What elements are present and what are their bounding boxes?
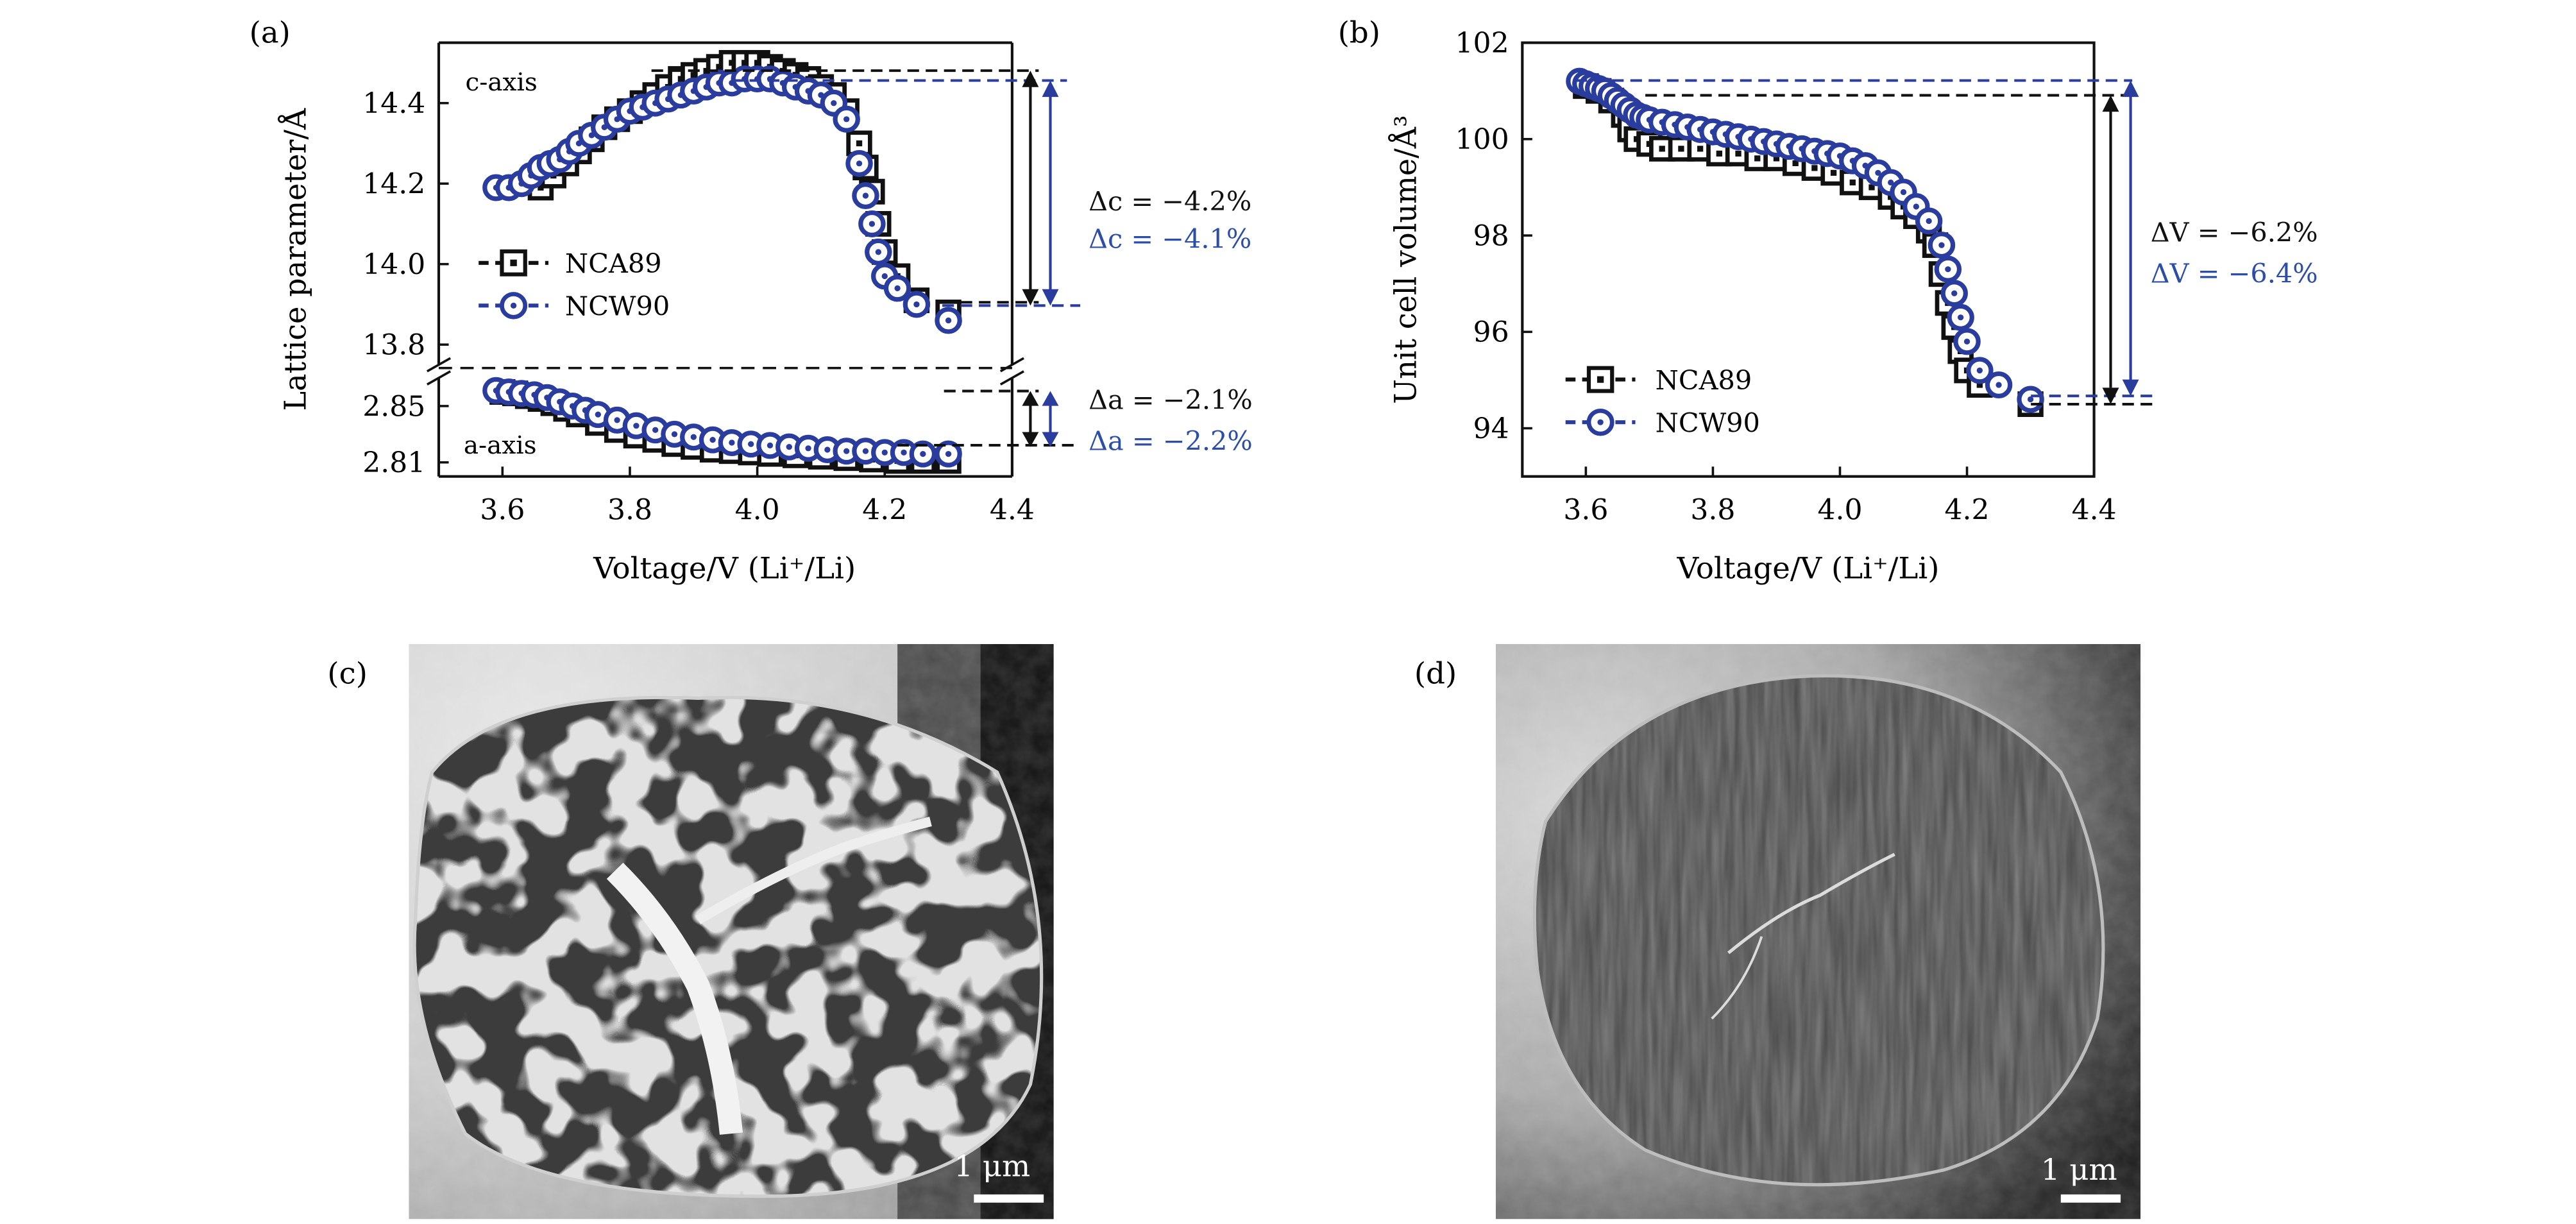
chart-a-delta-a-nca89: Δa = −2.1%	[1089, 385, 1253, 416]
chart-a-xtick-label-4: 4.4	[990, 494, 1035, 527]
chart-a-c-axis-annotation: c-axis	[465, 68, 537, 97]
panel-label-c: (c)	[327, 656, 368, 691]
chart-b-frame	[1521, 41, 2096, 478]
legend-label-nca89-b: NCA89	[1656, 365, 1752, 396]
legend-marker-ncw90-b	[1565, 408, 1636, 436]
chart-b-xtick-label-1: 3.8	[1690, 494, 1735, 527]
chart-b-delta-markers	[1575, 79, 2158, 406]
chart-a-upper-ytick-label-1: 14.0	[362, 248, 425, 281]
chart-b-legend: NCA89 NCW90	[1565, 365, 1760, 439]
scale-label-d: 1 μm	[2041, 1152, 2117, 1187]
chart-a-ylabel: Lattice parameter/Å	[277, 108, 312, 411]
chart-a-axis-break	[426, 357, 1024, 386]
chart-b-ytick-label-1: 96	[1473, 316, 1509, 349]
chart-b-ytick-label-3: 100	[1455, 123, 1509, 156]
chart-a-xtick-label-1: 3.8	[607, 494, 652, 527]
chart-b-xtick-label-3: 4.2	[1945, 494, 1990, 527]
chart-b-xlabel: Voltage/V (Li⁺/Li)	[1676, 551, 1939, 586]
point-b-ncw90-40	[1985, 371, 2013, 398]
panel-label-b: (b)	[1338, 15, 1380, 50]
point-a-ncw90-c-29	[833, 105, 860, 133]
chart-a-delta-markers	[651, 69, 1081, 447]
chart-b-ytick-label-4: 102	[1455, 27, 1509, 60]
point-a-ncw90-c-36	[902, 291, 931, 318]
legend-marker-ncw90	[479, 292, 549, 319]
chart-b-xtick-label-4: 4.4	[2072, 494, 2117, 527]
legend-label-ncw90-b: NCW90	[1656, 408, 1760, 439]
point-a-ncw90-a-25	[909, 440, 937, 468]
chart-a-delta-c-nca89: Δc = −4.2%	[1089, 186, 1251, 217]
point-b-ncw90-38	[1953, 328, 1981, 355]
point-a-ncw90-c-32	[858, 210, 886, 237]
micrograph-d: 1 μm	[1495, 643, 2141, 1220]
point-a-ncw90-a-26	[935, 440, 962, 468]
chart-b-ticks: 3.6 3.8 4.0 4.2 4.4 94 96 98 100 102	[1455, 27, 2117, 526]
chart-b-delta-v-ncw90: ΔV = −6.4%	[2151, 259, 2318, 289]
point-b-ncw90-39	[1966, 357, 1994, 384]
chart-a-xtick-label-3: 4.2	[862, 494, 907, 527]
chart-a-lower-ytick-label-1: 2.85	[362, 391, 425, 423]
point-a-ncw90-c-30	[845, 149, 873, 177]
point-b-ncw90-34	[1928, 232, 1956, 259]
panel-label-d: (d)	[1414, 656, 1457, 691]
chart-b-delta-v-nca89: ΔV = −6.2%	[2151, 217, 2318, 248]
scale-bar-d	[2060, 1194, 2121, 1203]
chart-a-delta-a-ncw90: Δa = −2.2%	[1089, 426, 1253, 457]
chart-a-upper-ytick-label-3: 14.4	[362, 87, 425, 120]
point-b-ncw90-41	[2017, 386, 2044, 413]
point-b-ncw90-35	[1934, 255, 1962, 283]
legend-label-nca89: NCA89	[565, 248, 662, 279]
chart-a-a-axis-annotation: a-axis	[464, 431, 537, 460]
chart-a-xlabel: Voltage/V (Li⁺/Li)	[593, 551, 856, 586]
chart-a-ticks: 3.6 3.8 4.0 4.2 4.4 13.8 14.0 14.2 14.4 2.81 2.85	[362, 87, 1035, 526]
point-b-ncw90-37	[1947, 303, 1974, 331]
micrograph-c: 1 μm	[409, 643, 1054, 1220]
chart-a-upper-ytick-label-0: 13.8	[362, 329, 425, 362]
point-a-ncw90-c-37	[935, 307, 962, 334]
legend-marker-nca89	[479, 249, 549, 276]
chart-a-lattice: 3.6 3.8 4.0 4.2 4.413.814.014.214.42.812.85 …	[277, 41, 1253, 586]
scale-bar-c	[974, 1194, 1044, 1203]
point-a-ncw90-c-31	[852, 182, 879, 210]
chart-a-upper-ytick-label-2: 14.2	[362, 168, 425, 201]
point-a-ncw90-a-21	[833, 438, 860, 465]
chart-b-xtick-label-2: 4.0	[1817, 494, 1862, 527]
chart-a-data	[482, 49, 962, 474]
point-b-ncw90-36	[1940, 280, 1968, 307]
chart-b-ylabel: Unit cell volume/Å³	[1387, 115, 1423, 404]
chart-b-volume: 3.6 3.8 4.0 4.2 4.4 94 96 98 100 102 Unit cell vo…	[1387, 27, 2318, 585]
panel-label-a: (a)	[250, 15, 291, 50]
chart-a-xtick-label-0: 3.6	[480, 494, 525, 527]
scale-label-c: 1 μm	[954, 1149, 1030, 1184]
point-a-ncw90-a-24	[890, 439, 918, 466]
chart-b-ytick-label-0: 94	[1473, 412, 1509, 445]
chart-b-xtick-label-0: 3.6	[1563, 494, 1608, 527]
chart-a-xtick-label-2: 4.0	[735, 494, 780, 527]
point-a-ncw90-c-35	[883, 275, 911, 302]
chart-a-legend: NCA89 NCW90	[479, 248, 670, 322]
chart-b-data	[1566, 67, 2044, 418]
chart-a-lower-ytick-label-0: 2.81	[362, 446, 425, 479]
legend-marker-nca89-b	[1565, 366, 1636, 393]
point-a-ncw90-c-33	[865, 238, 892, 266]
chart-a-frame	[437, 41, 1013, 478]
point-b-ncw90-33	[1915, 207, 1943, 235]
chart-b-ytick-label-2: 98	[1473, 220, 1509, 253]
legend-label-ncw90: NCW90	[565, 291, 670, 322]
chart-a-delta-c-ncw90: Δc = −4.1%	[1089, 224, 1251, 255]
